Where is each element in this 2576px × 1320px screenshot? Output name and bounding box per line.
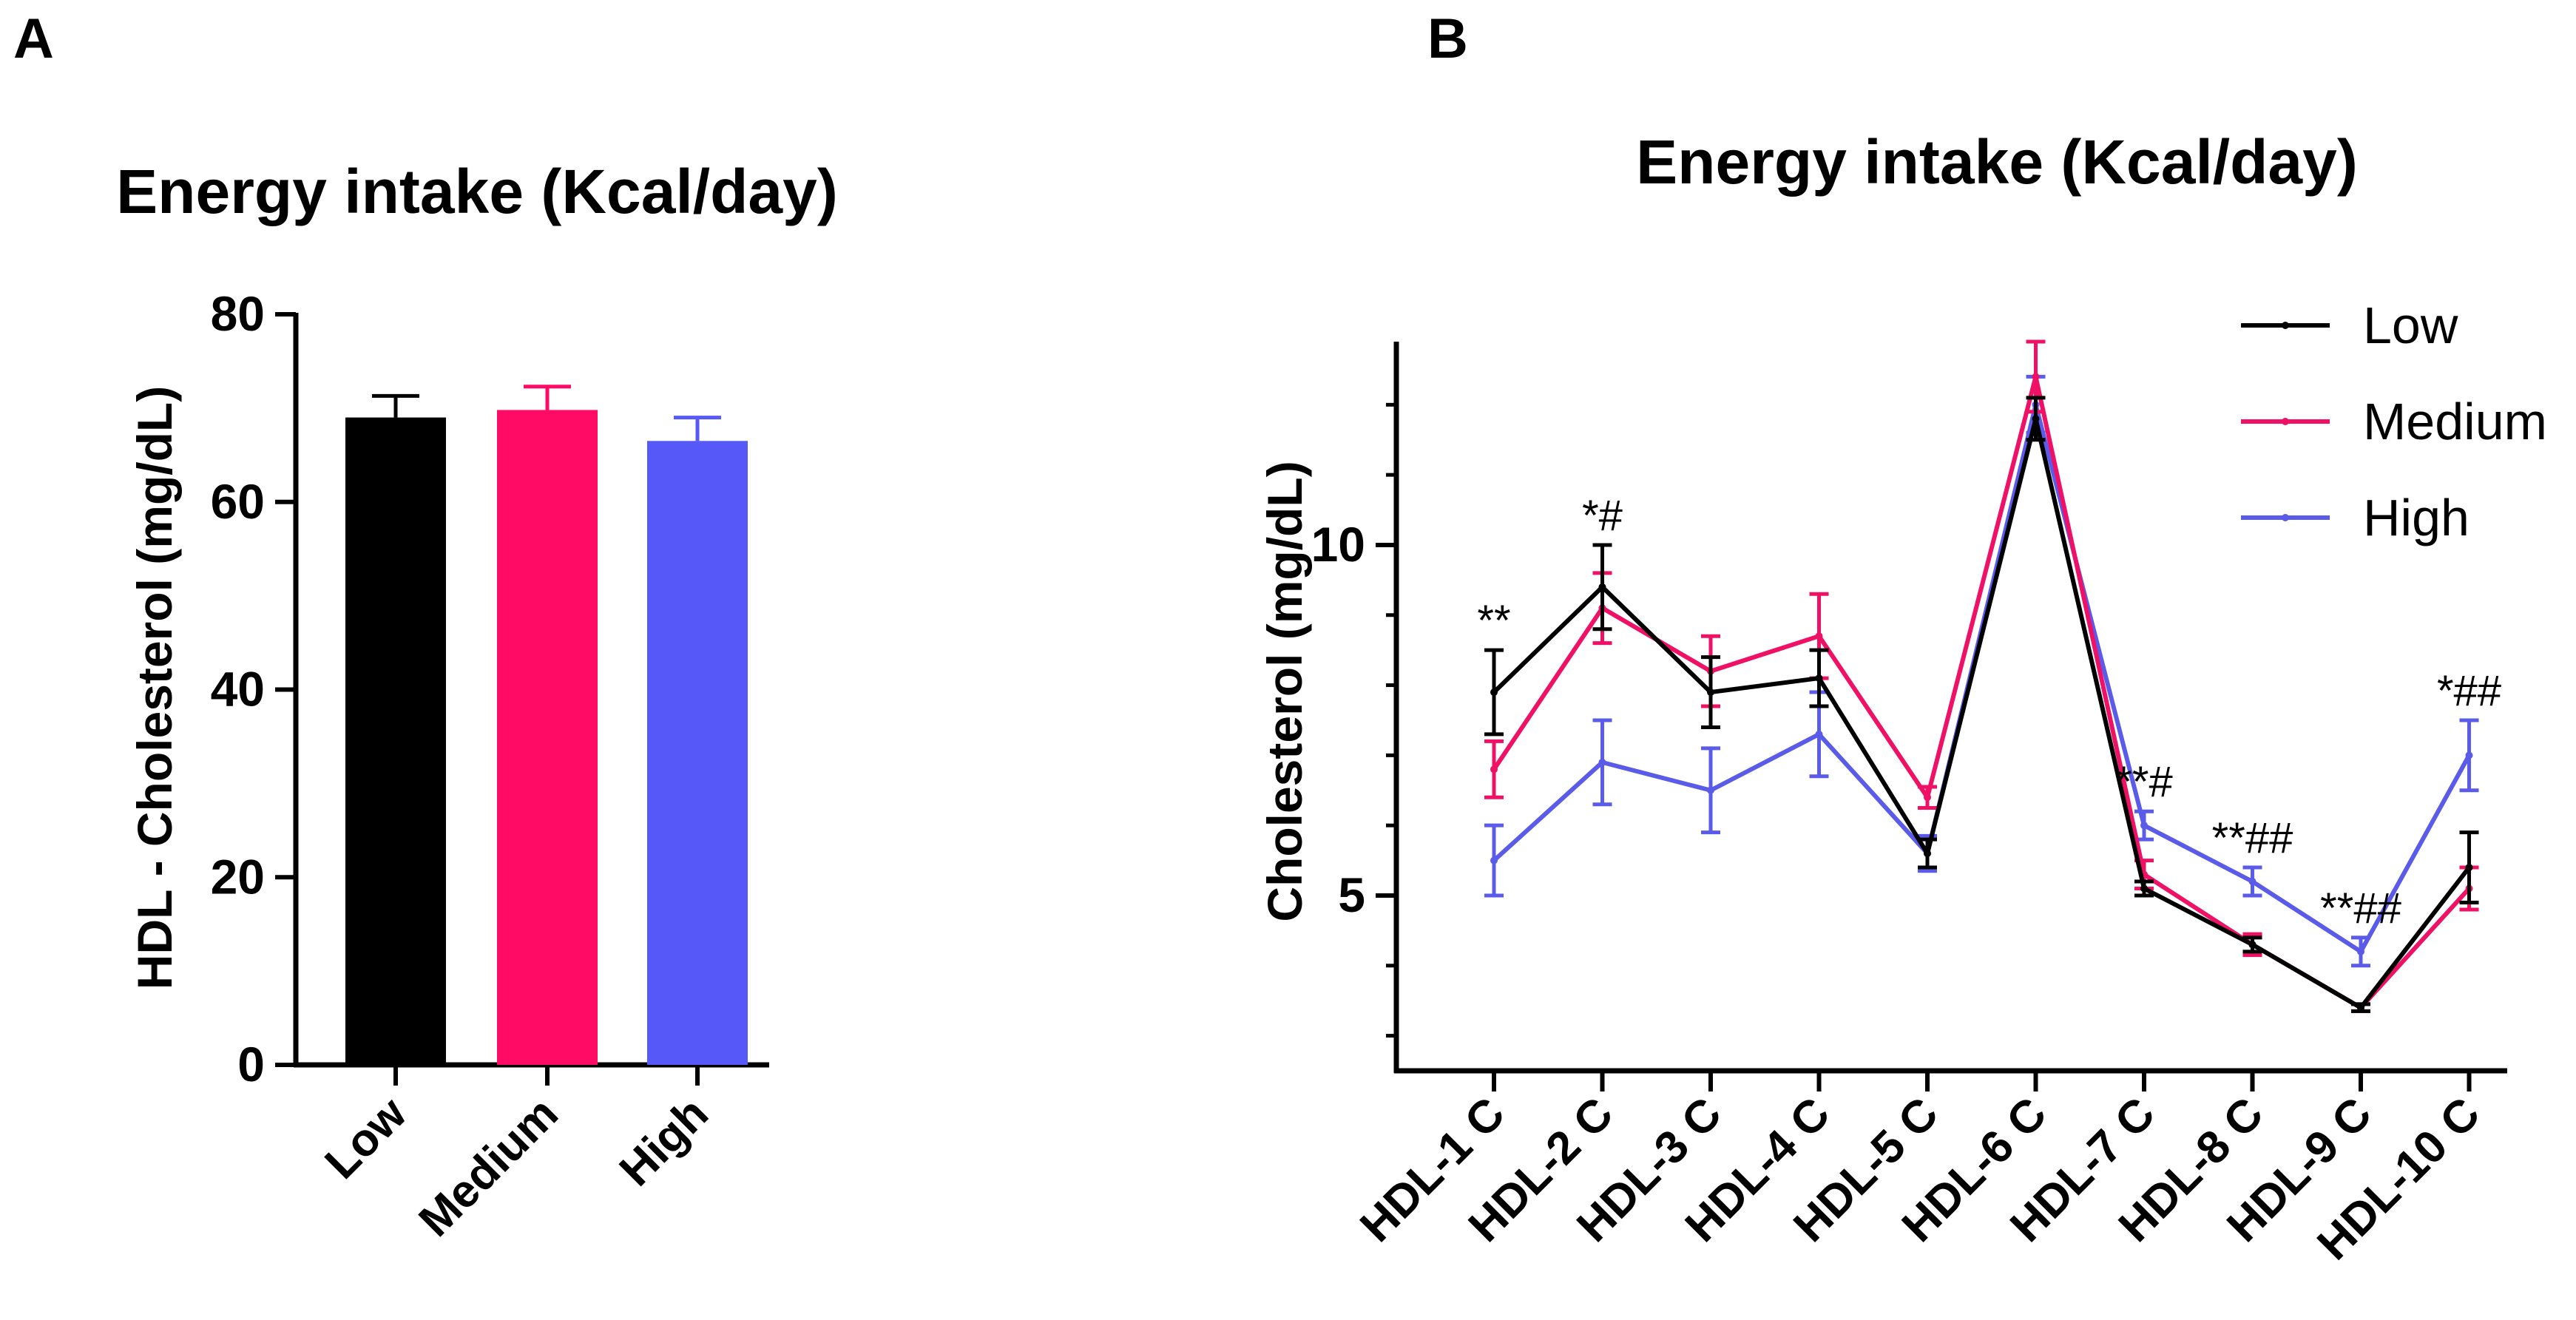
panel-a-y-tick-label: 20 [211, 849, 265, 904]
data-point [1598, 583, 1606, 591]
data-point [2032, 373, 2040, 381]
panel-a-y-tick-label: 60 [211, 474, 265, 529]
panel-a-title: Energy intake (Kcal/day) [116, 157, 838, 226]
series-line-low [1492, 416, 2471, 1010]
data-point [1815, 730, 1823, 738]
panel-b-letter: B [1427, 7, 1468, 70]
legend-label: High [2363, 489, 2469, 546]
panel-b-line-chart: B Energy intake (Kcal/day) Cholesterol (… [1257, 7, 2547, 1270]
data-point [2140, 884, 2148, 893]
panel-b-y-tick-label: 10 [1311, 517, 1365, 572]
data-point [1815, 632, 1823, 640]
data-point [2032, 415, 2040, 423]
legend-marker [2282, 322, 2289, 329]
data-point [2357, 1003, 2364, 1012]
data-point [1924, 793, 1931, 802]
panel-a-category-label: Medium [409, 1088, 567, 1246]
significance-annotation: *## [2437, 667, 2501, 715]
panel-a-category-label: High [610, 1088, 718, 1196]
significance-annotation: **# [2115, 758, 2172, 806]
panel-a-y-tick-label: 0 [237, 1037, 265, 1091]
legend-item-medium: Medium [2241, 393, 2547, 450]
significance-annotation: ** [1477, 597, 1510, 645]
data-point [1490, 856, 1498, 864]
data-point [1707, 688, 1714, 697]
series-line-high [1492, 402, 2472, 954]
data-point [1924, 850, 1931, 858]
significance-annotation: **## [2212, 814, 2293, 862]
legend-label: Low [2363, 297, 2458, 354]
legend-marker [2282, 418, 2289, 425]
series-high [1484, 374, 2479, 968]
panel-b-y-tick-label: 5 [1338, 867, 1365, 922]
data-point [1707, 786, 1714, 794]
panel-a-y-tick-label: 80 [211, 286, 265, 341]
data-point [2357, 947, 2364, 955]
series-low [1484, 396, 2479, 1013]
panel-a-y-tick-label: 40 [211, 662, 265, 717]
panel-a-letter: A [13, 7, 54, 70]
data-point [2465, 864, 2473, 872]
data-point [1598, 758, 1606, 766]
bar-medium [497, 410, 598, 1065]
significance-annotation: **## [2320, 884, 2401, 933]
legend-item-low: Low [2241, 297, 2458, 354]
legend-label: Medium [2363, 393, 2547, 450]
bar-low [345, 417, 446, 1065]
data-point [2248, 941, 2256, 949]
panel-a-y-axis-label: HDL - Cholesterol (mg/dL) [127, 386, 182, 989]
panel-b-series [1484, 339, 2479, 1013]
data-point [1490, 765, 1498, 774]
panel-b-annotations: ** *# **# **## **## *## [1477, 492, 2501, 933]
data-point [2140, 822, 2148, 830]
bar-high [647, 441, 748, 1065]
legend-marker [2282, 514, 2289, 521]
data-point [2465, 751, 2473, 759]
panel-a-bar-chart: A Energy intake (Kcal/day) HDL - Cholest… [13, 7, 838, 1247]
panel-b-title: Energy intake (Kcal/day) [1636, 127, 2358, 197]
data-point [1815, 674, 1823, 683]
significance-annotation: *# [1582, 492, 1623, 540]
legend-item-high: High [2241, 489, 2469, 546]
panel-a-bars [345, 385, 748, 1065]
panel-a-category-label: Low [315, 1088, 416, 1189]
data-point [1490, 688, 1498, 697]
panel-b-y-axis-label: Cholesterol (mg/dL) [1257, 461, 1312, 921]
data-point [2248, 878, 2256, 886]
panel-b-legend: Low Medium High [2241, 297, 2547, 546]
